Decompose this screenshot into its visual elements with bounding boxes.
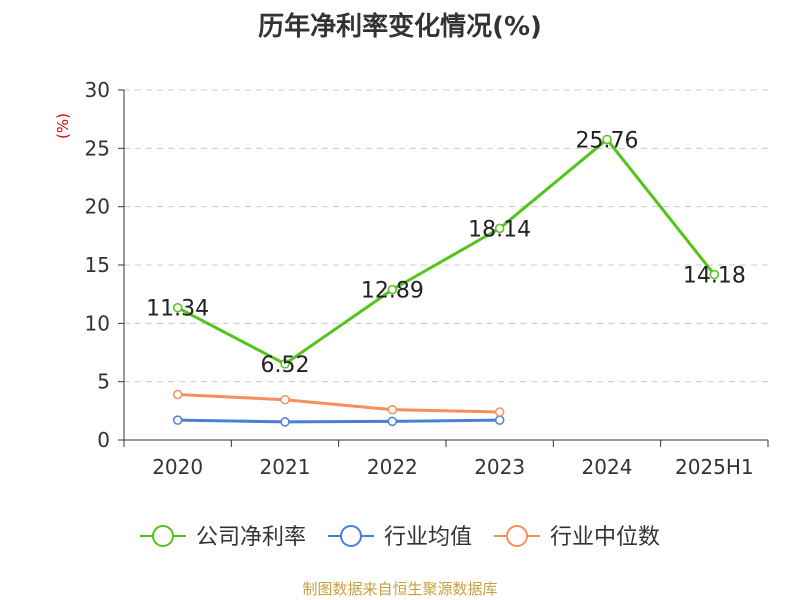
y-tick-label: 5 — [97, 370, 110, 394]
y-tick-label: 0 — [97, 428, 110, 452]
data-point — [494, 407, 505, 417]
x-tick-label: 2020 — [152, 455, 203, 479]
source-note: 制图数据来自恒生聚源数据库 — [302, 580, 498, 598]
x-tick-label: 2024 — [582, 455, 633, 479]
legend-marker — [151, 525, 174, 547]
legend-label: 行业中位数 — [550, 525, 660, 550]
data-point — [387, 404, 398, 415]
legend-item[interactable]: 行业均值 — [327, 525, 472, 550]
legend-item[interactable]: 公司净利率 — [139, 525, 306, 550]
series-lines — [172, 134, 720, 427]
data-point — [172, 302, 183, 313]
series-line — [176, 137, 716, 366]
data-point — [280, 359, 290, 369]
data-point — [602, 134, 612, 145]
data-point — [494, 415, 505, 425]
data-point — [387, 284, 398, 295]
series-line — [177, 418, 500, 424]
legend-marker — [506, 525, 529, 547]
data-label: 25.76 — [576, 128, 639, 153]
data-point — [280, 417, 290, 427]
x-tick-label: 2021 — [260, 455, 311, 479]
legend[interactable]: 公司净利率 行业均值 行业中位数 — [139, 525, 660, 550]
data-label: 6.52 — [261, 353, 310, 378]
series-line — [177, 393, 500, 414]
legend-marker — [339, 525, 362, 547]
gridlines — [124, 89, 768, 383]
data-label: 11.34 — [146, 297, 209, 322]
data-point — [709, 269, 720, 280]
y-tick-label: 30 — [85, 78, 110, 102]
y-tick-label: 25 — [85, 136, 110, 160]
axes: 0 5 10 15 20 25 30 2020 2021 2022 2023 2024 2025H1 — [85, 78, 769, 479]
data-label: 18.14 — [468, 217, 531, 242]
legend-label: 公司净利率 — [196, 525, 306, 550]
chart-title: 历年净利率变化情况(%) — [258, 12, 542, 42]
data-point — [172, 389, 183, 400]
data-labels: 11.34 6.52 12.89 18.14 25.76 14.18 — [146, 128, 746, 377]
y-axis-label: (%) — [54, 113, 72, 139]
data-label: 12.89 — [361, 279, 424, 304]
y-tick-label: 10 — [85, 311, 110, 335]
x-tick-label: 2025H1 — [675, 455, 754, 479]
x-tick-label: 2022 — [367, 455, 418, 479]
data-point — [172, 415, 183, 425]
x-tick-label: 2023 — [474, 455, 525, 479]
legend-label: 行业均值 — [384, 525, 472, 550]
y-tick-label: 20 — [85, 195, 110, 219]
data-point — [494, 223, 505, 234]
data-point — [280, 395, 290, 405]
data-point — [387, 416, 398, 427]
y-tick-label: 15 — [85, 253, 110, 277]
legend-item[interactable]: 行业中位数 — [494, 525, 660, 550]
data-label: 14.18 — [683, 264, 746, 289]
